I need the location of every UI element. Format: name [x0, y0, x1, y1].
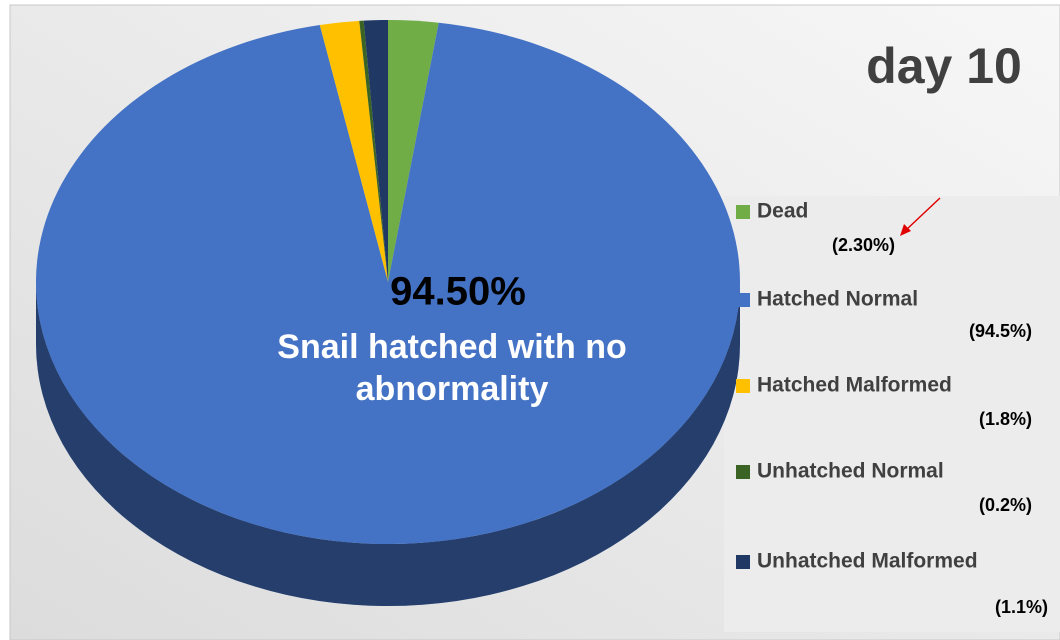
legend-label: Hatched Normal: [757, 288, 918, 311]
legend-label: Dead: [757, 200, 808, 223]
legend-swatch: [736, 205, 750, 219]
legend-swatch: [736, 465, 750, 479]
chart-title: day 10: [866, 38, 1022, 94]
slice: [319, 20, 388, 282]
slice: [363, 20, 388, 282]
value-label: (94.5%): [969, 321, 1032, 341]
annotation: Snail hatched with no abnormality: [277, 328, 627, 408]
legend-box: [724, 196, 1060, 632]
legend-label: Unhatched Normal: [757, 460, 944, 483]
value-label: (1.1%): [995, 597, 1048, 617]
arrow-head: [900, 224, 911, 236]
side-shade: [36, 282, 740, 606]
legend: Dead (2.30%) Hatched Normal (94.5%) Hatched …: [736, 200, 1048, 617]
slice: [388, 20, 439, 282]
legend-label: Unhatched Malformed: [757, 550, 978, 573]
arrow: [905, 197, 941, 231]
slice-side: [36, 282, 740, 606]
slice: [359, 20, 388, 283]
center-label: 94.50%: [390, 270, 526, 314]
slice: [36, 22, 741, 545]
legend-swatch: [736, 379, 750, 393]
value-label: (2.30%): [832, 235, 895, 255]
value-label: (1.8%): [979, 409, 1032, 429]
legend-label: Hatched Malformed: [757, 374, 952, 397]
legend-swatch: [736, 293, 750, 307]
value-label: (0.2%): [979, 495, 1032, 515]
pie: [36, 20, 741, 606]
legend-swatch: [736, 555, 750, 569]
